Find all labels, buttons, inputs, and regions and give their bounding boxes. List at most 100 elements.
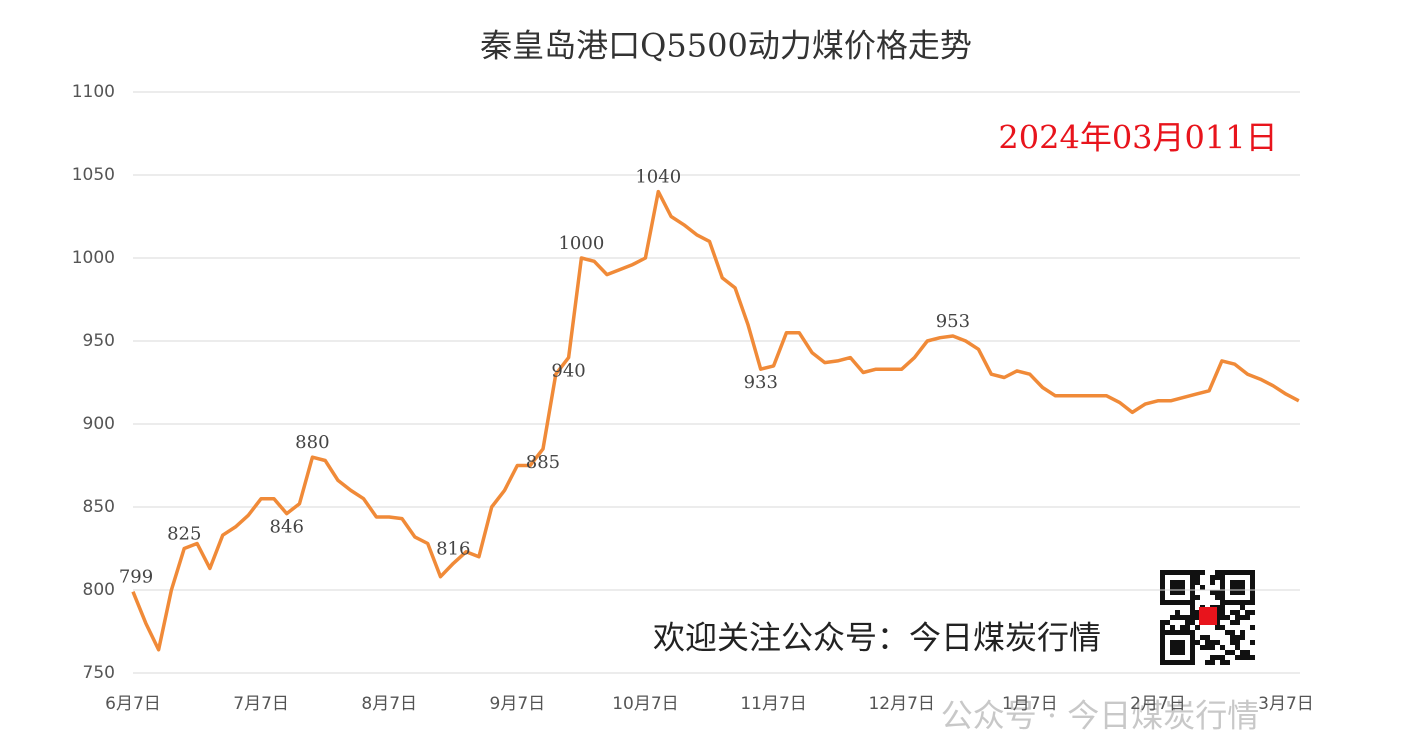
chart-title: 秦皇岛港口Q5500动力煤价格走势 xyxy=(480,27,972,65)
qr-cell xyxy=(1190,605,1195,610)
data-label: 953 xyxy=(936,311,970,332)
qr-cell xyxy=(1210,655,1215,660)
qr-cell xyxy=(1175,585,1180,590)
qr-cell xyxy=(1195,625,1200,630)
qr-cell xyxy=(1165,570,1170,575)
qr-cell xyxy=(1250,590,1255,595)
qr-cell xyxy=(1185,630,1190,635)
qr-cell xyxy=(1220,645,1225,650)
qr-cell xyxy=(1245,610,1250,615)
qr-cell xyxy=(1160,660,1165,665)
qr-cell xyxy=(1190,610,1195,615)
qr-cell xyxy=(1235,615,1240,620)
qr-cell xyxy=(1190,660,1195,665)
x-tick-label: 3月7日 xyxy=(1258,694,1314,714)
qr-cell xyxy=(1215,570,1220,575)
qr-cell xyxy=(1175,615,1180,620)
data-label: 885 xyxy=(526,452,560,473)
qr-cell xyxy=(1240,570,1245,575)
qr-logo xyxy=(1199,607,1217,625)
qr-cell xyxy=(1160,650,1165,655)
qr-cell xyxy=(1190,615,1195,620)
qr-cell xyxy=(1250,600,1255,605)
qr-cell xyxy=(1220,570,1225,575)
qr-cell xyxy=(1185,570,1190,575)
qr-cell xyxy=(1230,620,1235,625)
qr-cell xyxy=(1225,600,1230,605)
qr-cell xyxy=(1160,570,1165,575)
qr-cell xyxy=(1175,610,1180,615)
qr-cell xyxy=(1235,640,1240,645)
qr-cell xyxy=(1220,595,1225,600)
qr-cell xyxy=(1220,610,1225,615)
qr-cell xyxy=(1160,600,1165,605)
qr-cell xyxy=(1185,615,1190,620)
qr-cell xyxy=(1220,575,1225,580)
qr-cell xyxy=(1215,605,1220,610)
qr-cell xyxy=(1180,645,1185,650)
qr-cell xyxy=(1160,620,1165,625)
x-tick-label: 12月7日 xyxy=(868,694,934,714)
qr-cell xyxy=(1160,645,1165,650)
qr-cell xyxy=(1160,635,1165,640)
qr-cell xyxy=(1210,660,1215,665)
qr-cell xyxy=(1235,635,1240,640)
qr-cell xyxy=(1230,630,1235,635)
qr-cell xyxy=(1250,585,1255,590)
data-label: 1040 xyxy=(635,167,681,188)
qr-cell xyxy=(1195,610,1200,615)
qr-cell xyxy=(1170,640,1175,645)
qr-cell xyxy=(1190,640,1195,645)
data-label: 825 xyxy=(167,524,201,545)
qr-cell xyxy=(1160,655,1165,660)
qr-cell xyxy=(1190,655,1195,660)
qr-cell xyxy=(1165,660,1170,665)
qr-cell xyxy=(1170,585,1175,590)
qr-cell xyxy=(1250,575,1255,580)
data-label: 1000 xyxy=(558,233,604,254)
data-label: 940 xyxy=(551,361,585,382)
qr-cell xyxy=(1230,650,1235,655)
qr-cell xyxy=(1185,625,1190,630)
qr-cell xyxy=(1180,630,1185,635)
qr-cell xyxy=(1235,610,1240,615)
qr-cell xyxy=(1220,590,1225,595)
qr-cell xyxy=(1170,660,1175,665)
qr-cell xyxy=(1175,600,1180,605)
qr-cell xyxy=(1225,630,1230,635)
qr-cell xyxy=(1215,640,1220,645)
qr-cell xyxy=(1240,605,1245,610)
qr-cell xyxy=(1240,630,1245,635)
qr-cell xyxy=(1235,645,1240,650)
qr-cell xyxy=(1205,645,1210,650)
qr-cell xyxy=(1225,570,1230,575)
qr-cell xyxy=(1190,635,1195,640)
qr-cell xyxy=(1190,580,1195,585)
qr-cell xyxy=(1250,580,1255,585)
qr-cell xyxy=(1175,630,1180,635)
qr-cell xyxy=(1230,590,1235,595)
qr-cell xyxy=(1195,580,1200,585)
qr-cell xyxy=(1215,655,1220,660)
qr-cell xyxy=(1170,625,1175,630)
qr-cell xyxy=(1220,655,1225,660)
qr-cell xyxy=(1210,580,1215,585)
qr-cell xyxy=(1240,650,1245,655)
y-tick-label: 1000 xyxy=(72,248,115,268)
qr-cell xyxy=(1245,655,1250,660)
qr-cell xyxy=(1185,620,1190,625)
qr-cell xyxy=(1250,655,1255,660)
qr-cell xyxy=(1230,635,1235,640)
qr-cell xyxy=(1205,635,1210,640)
qr-cell xyxy=(1190,645,1195,650)
qr-cell xyxy=(1240,590,1245,595)
qr-cell xyxy=(1160,630,1165,635)
qr-cell xyxy=(1215,625,1220,630)
qr-cell xyxy=(1160,590,1165,595)
qr-cell xyxy=(1170,650,1175,655)
qr-cell xyxy=(1195,640,1200,645)
qr-cell xyxy=(1250,595,1255,600)
data-label: 846 xyxy=(270,517,304,538)
qr-cell xyxy=(1250,570,1255,575)
qr-cell xyxy=(1190,575,1195,580)
